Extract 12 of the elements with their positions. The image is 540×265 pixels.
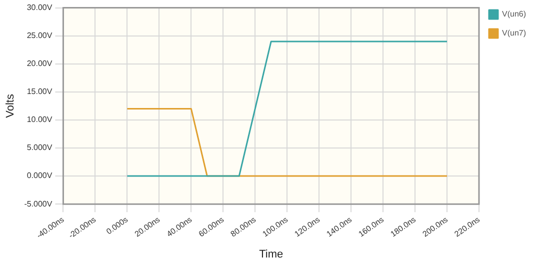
x-axis-title: Time (259, 248, 284, 260)
legend-label: V(un6) (502, 10, 526, 19)
y-tick-label: -5.000V (24, 199, 53, 208)
y-tick-label: 20.00V (26, 59, 53, 68)
y-tick-label: 15.00V (26, 87, 53, 96)
y-tick-label: 5.000V (26, 143, 53, 152)
y-tick-label: 30.00V (26, 3, 53, 12)
y-tick-label: 25.00V (26, 31, 53, 40)
y-tick-label: 0.000V (26, 171, 53, 180)
y-axis-title: Volts (4, 94, 17, 118)
y-tick-label: 10.00V (26, 115, 53, 124)
legend-label: V(un7) (502, 28, 526, 38)
